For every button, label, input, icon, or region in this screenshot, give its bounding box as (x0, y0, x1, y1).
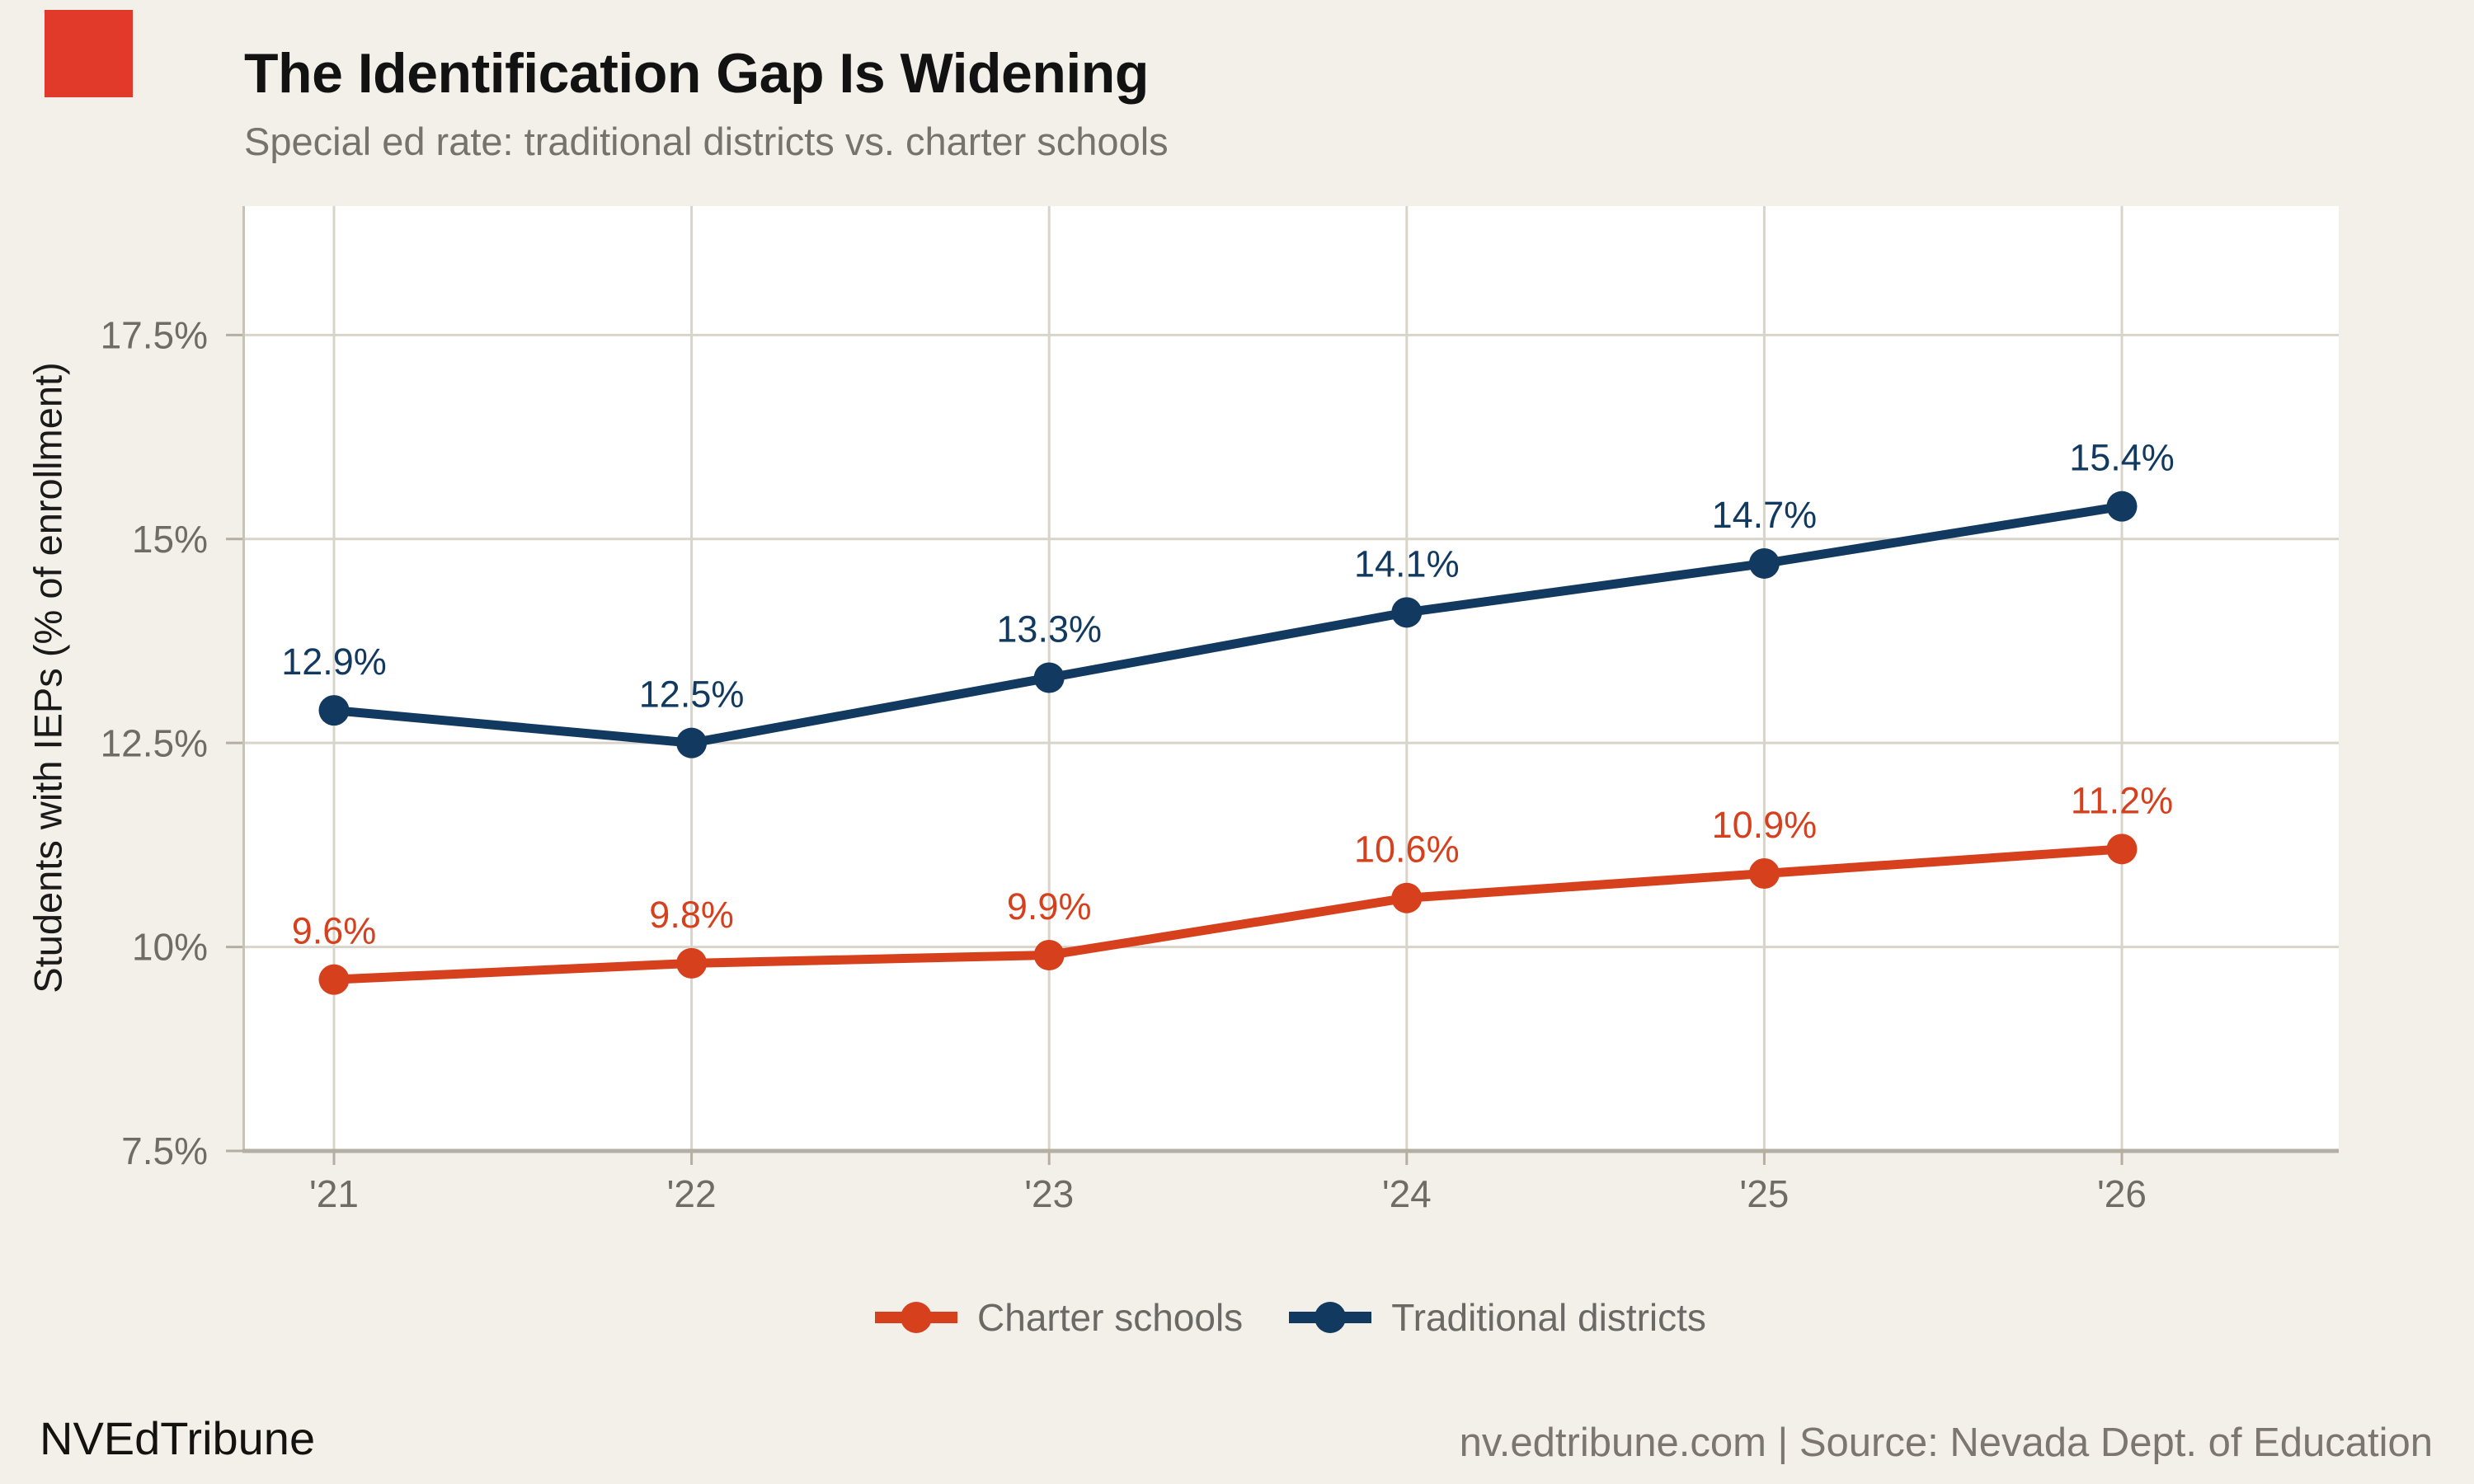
data-point-charter-schools (1391, 882, 1423, 913)
data-point-traditional-districts (676, 727, 708, 758)
data-point-charter-schools (676, 947, 708, 979)
series-line-traditional-districts (329, 501, 2127, 748)
legend-marker-icon (875, 1302, 958, 1333)
y-axis-title: Students with IEPs (% of enrollment) (26, 362, 70, 993)
data-point-traditional-districts (2106, 491, 2138, 522)
data-point-label-traditional-districts: 14.7% (1712, 494, 1818, 536)
x-tick-label: '24 (1382, 1172, 1432, 1215)
data-point-traditional-districts (1391, 597, 1423, 628)
data-point-label-traditional-districts: 12.9% (281, 641, 387, 683)
footer-source: nv.edtribune.com | Source: Nevada Dept. … (1459, 1421, 2433, 1465)
x-tick-label: '22 (667, 1172, 717, 1215)
x-tick-label: '26 (2097, 1172, 2147, 1215)
data-point-label-traditional-districts: 15.4% (2069, 437, 2175, 479)
data-point-label-charter-schools: 10.6% (1354, 829, 1460, 871)
x-tick-label: '23 (1024, 1172, 1074, 1215)
data-point-label-charter-schools: 9.9% (1007, 885, 1092, 928)
data-point-label-charter-schools: 11.2% (2071, 779, 2173, 821)
data-point-label-traditional-districts: 13.3% (996, 608, 1102, 650)
data-point-charter-schools (318, 964, 350, 995)
legend-marker-icon (1289, 1302, 1372, 1333)
data-point-label-charter-schools: 10.9% (1712, 804, 1818, 846)
data-point-label-charter-schools: 9.8% (649, 894, 734, 936)
plot-panel (242, 206, 2339, 1151)
series-line-charter-schools (329, 844, 2127, 984)
legend-label: Traditional districts (1391, 1296, 1706, 1339)
x-tick-label: '25 (1739, 1172, 1789, 1215)
data-point-label-charter-schools: 9.6% (292, 910, 377, 952)
data-point-label-traditional-districts: 14.1% (1354, 542, 1460, 585)
y-tick-label: 15% (132, 518, 208, 561)
data-point-traditional-districts (1748, 547, 1780, 579)
data-point-charter-schools (1033, 939, 1065, 970)
data-point-traditional-districts (318, 695, 350, 726)
data-point-label-traditional-districts: 12.5% (639, 674, 745, 716)
legend-item-traditional-districts: Traditional districts (1289, 1295, 1706, 1340)
chart-title: The Identification Gap Is Widening (244, 42, 1149, 105)
y-tick-label: 17.5% (101, 313, 208, 356)
chart-subtitle: Special ed rate: traditional districts v… (244, 120, 1169, 163)
data-point-charter-schools (1748, 858, 1780, 890)
legend: Charter schools Traditional districts (242, 1291, 2339, 1344)
y-tick-label: 12.5% (101, 721, 208, 764)
data-point-charter-schools (2106, 834, 2138, 865)
data-point-traditional-districts (1033, 662, 1065, 693)
y-tick-label: 10% (132, 926, 208, 969)
x-tick-label: '21 (309, 1172, 359, 1215)
line-chart: 17.5% 15% 12.5% 10% 7.5% '21 '22 '23 '24 '25 '26 9.… (101, 206, 2339, 1215)
legend-item-charter-schools: Charter schools (875, 1295, 1243, 1340)
legend-label: Charter schools (977, 1296, 1244, 1339)
footer-brand: NVEdTribune (40, 1412, 316, 1464)
y-tick-label: 7.5% (121, 1129, 208, 1172)
brand-logo-square (45, 10, 133, 97)
